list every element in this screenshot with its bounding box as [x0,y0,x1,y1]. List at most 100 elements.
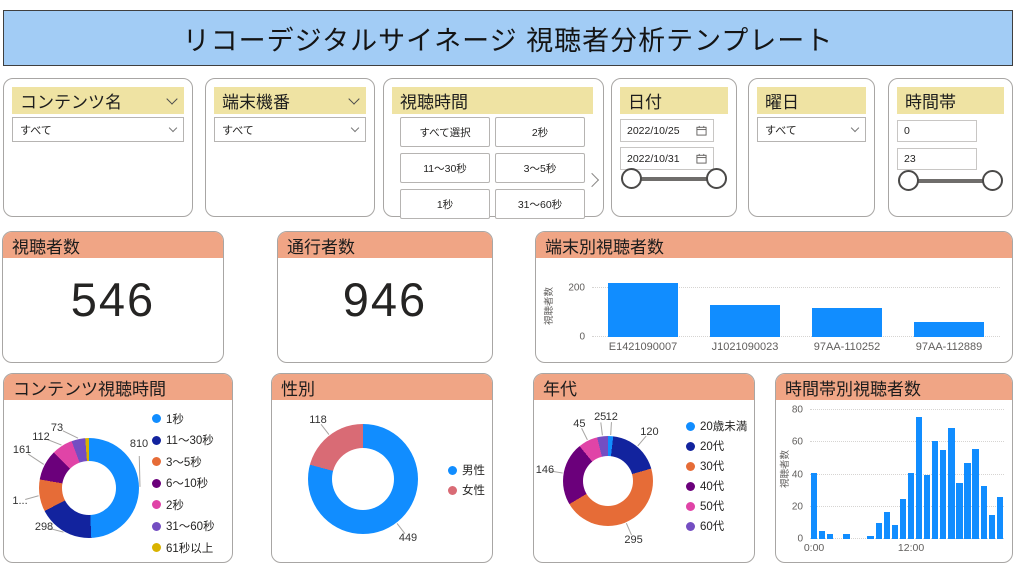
slider-handle-left[interactable] [898,170,919,191]
hour-from-field[interactable]: 0 [897,120,977,142]
legend-item[interactable]: 61秒以上 [152,537,215,559]
bar[interactable] [964,463,971,539]
terminal-chart-header: 端末別視聴者数 [536,232,1012,258]
legend-item[interactable]: 60代 [686,516,747,536]
bar[interactable] [710,305,780,337]
bar-slot [826,402,834,539]
legend-item[interactable]: 50代 [686,496,747,516]
view-time-option-button[interactable]: 1秒 [400,189,490,219]
legend-item[interactable]: 女性 [448,480,485,500]
bar-slot [842,402,850,539]
bar[interactable] [810,472,818,539]
terminal-chart-title: 端末別視聴者数 [545,237,664,257]
slider-handle-right[interactable] [706,168,727,189]
terminal-id-dropdown[interactable]: すべて [214,117,366,142]
view-time-option-button[interactable]: 31～60秒 [495,189,585,219]
gridline [810,409,1004,411]
bar[interactable] [923,474,931,539]
kpi-passersby-title: 通行者数 [287,237,355,257]
view-time-chart-header: コンテンツ視聴時間 [4,374,232,400]
hourly-chart-y-axis-title: 視聴者数 [780,450,791,489]
bar[interactable] [996,497,1003,539]
bar[interactable] [867,535,874,539]
x-axis-tick-label: 0:00 [803,542,825,554]
view-time-option-button[interactable]: 3～5秒 [495,153,585,183]
legend-dot [686,521,695,531]
bar[interactable] [988,514,995,539]
slider-handle-left[interactable] [621,168,642,189]
content-name-dropdown[interactable]: すべて [12,117,184,142]
bar[interactable] [972,448,979,539]
bar[interactable] [956,482,963,539]
bar-slot [988,402,996,539]
donut-data-label: 73 [50,422,64,434]
age-donut[interactable]: 12 120 295 146 45 25 [536,411,659,546]
bar[interactable] [812,307,882,337]
y-axis-tick-label: 80 [791,404,803,416]
content-name-value: すべて [20,124,52,137]
bar[interactable] [915,416,923,539]
bar[interactable] [907,472,915,539]
view-time-option-button[interactable]: 11～30秒 [400,153,490,183]
legend-item[interactable]: 2秒 [152,494,215,516]
content-view-time-legend: 1秒 11～30秒 3～5秒 6～10秒 2秒 31～60秒 61秒以上 [152,408,215,559]
date-from-field[interactable]: 2022/10/25 [620,119,714,142]
bar[interactable] [818,530,826,539]
bar[interactable] [875,522,882,539]
bar-slot [592,276,694,337]
bar[interactable] [940,450,947,539]
donut-data-label: 295 [624,533,643,546]
legend-item[interactable]: 20歳未満 [686,416,747,436]
date-to-field[interactable]: 2022/10/31 [620,147,714,170]
bar[interactable] [891,524,898,539]
filter-card-hour: 時間帯 0 23 [888,78,1013,217]
bar[interactable] [948,427,955,539]
calendar-icon [696,153,707,164]
slider-track [631,177,717,181]
bar[interactable] [883,511,890,539]
bar[interactable] [827,534,834,539]
gender-legend: 男性 女性 [448,460,485,500]
bar-slot [947,402,955,539]
legend-item[interactable]: 6～10秒 [152,473,215,495]
legend-item[interactable]: 3～5秒 [152,451,215,473]
view-time-option-button[interactable]: 2秒 [495,117,585,147]
date-from-value: 2022/10/25 [627,124,680,137]
weekday-dropdown[interactable]: すべて [757,117,866,142]
weekday-label: 曜日 [765,93,799,112]
bar[interactable] [608,283,678,337]
bar[interactable] [843,534,850,539]
x-axis-category-label: 97AA-112889 [915,341,983,353]
hour-to-field[interactable]: 23 [897,148,977,170]
view-time-option-button[interactable]: すべて選択 [400,117,490,147]
legend-item[interactable]: 40代 [686,476,747,496]
chevron-down-icon [350,123,360,132]
bar[interactable] [914,321,984,337]
bar-slot [834,402,842,539]
legend-item[interactable]: 1秒 [152,408,215,430]
legend-item[interactable]: 20代 [686,436,747,456]
terminal-id-slicer-header[interactable]: 端末機番 [214,87,366,114]
content-view-time-donut[interactable]: 810 298 1... 161 112 73 [12,422,148,538]
gender-donut[interactable]: 449 118 [308,414,418,544]
hourly-chart-plot: 0 20 40 60 80 0:00 12:00 [792,402,1004,554]
legend-item[interactable]: 11～30秒 [152,430,215,452]
gender-chart-title: 性別 [281,379,315,399]
legend-item[interactable]: 男性 [448,460,485,480]
slider-handle-right[interactable] [982,170,1003,191]
hour-range-slider[interactable] [898,169,1003,193]
legend-dot [448,465,457,475]
legend-item[interactable]: 30代 [686,456,747,476]
gridline [810,505,1004,507]
legend-label: 6～10秒 [166,478,209,491]
legend-dot [152,478,161,488]
bar[interactable] [932,440,939,539]
bar-slot [980,402,988,539]
legend-item[interactable]: 31～60秒 [152,516,215,538]
bar[interactable] [980,485,987,539]
content-name-slicer-header[interactable]: コンテンツ名 [12,87,184,114]
bar[interactable] [899,498,907,539]
bar-slot [898,276,1000,337]
date-range-slider[interactable] [621,167,727,191]
chevron-right-icon[interactable] [584,172,600,188]
